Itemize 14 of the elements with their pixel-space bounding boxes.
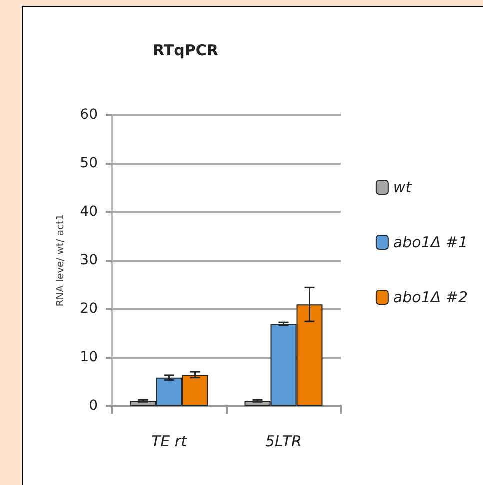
y-tick-label: 0 <box>89 398 98 414</box>
legend-label: abo1Δ #2 <box>393 288 468 306</box>
legend-label: wt <box>393 178 413 196</box>
x-tick-label: TE rt <box>152 432 188 450</box>
x-tick-label: 5LTR <box>266 432 302 450</box>
y-tick-label: 30 <box>80 252 98 268</box>
y-tick-label: 20 <box>80 301 98 317</box>
y-tick-label: 60 <box>80 107 98 123</box>
y-tick-label: 50 <box>80 156 98 172</box>
legend-label: abo1Δ #1 <box>393 234 468 252</box>
y-tick-label: 10 <box>80 350 98 366</box>
chart-title: RTqPCR <box>153 42 219 60</box>
y-axis-title: RNA leve/ wt/ act1 <box>56 214 66 307</box>
y-tick-label: 40 <box>80 204 98 220</box>
